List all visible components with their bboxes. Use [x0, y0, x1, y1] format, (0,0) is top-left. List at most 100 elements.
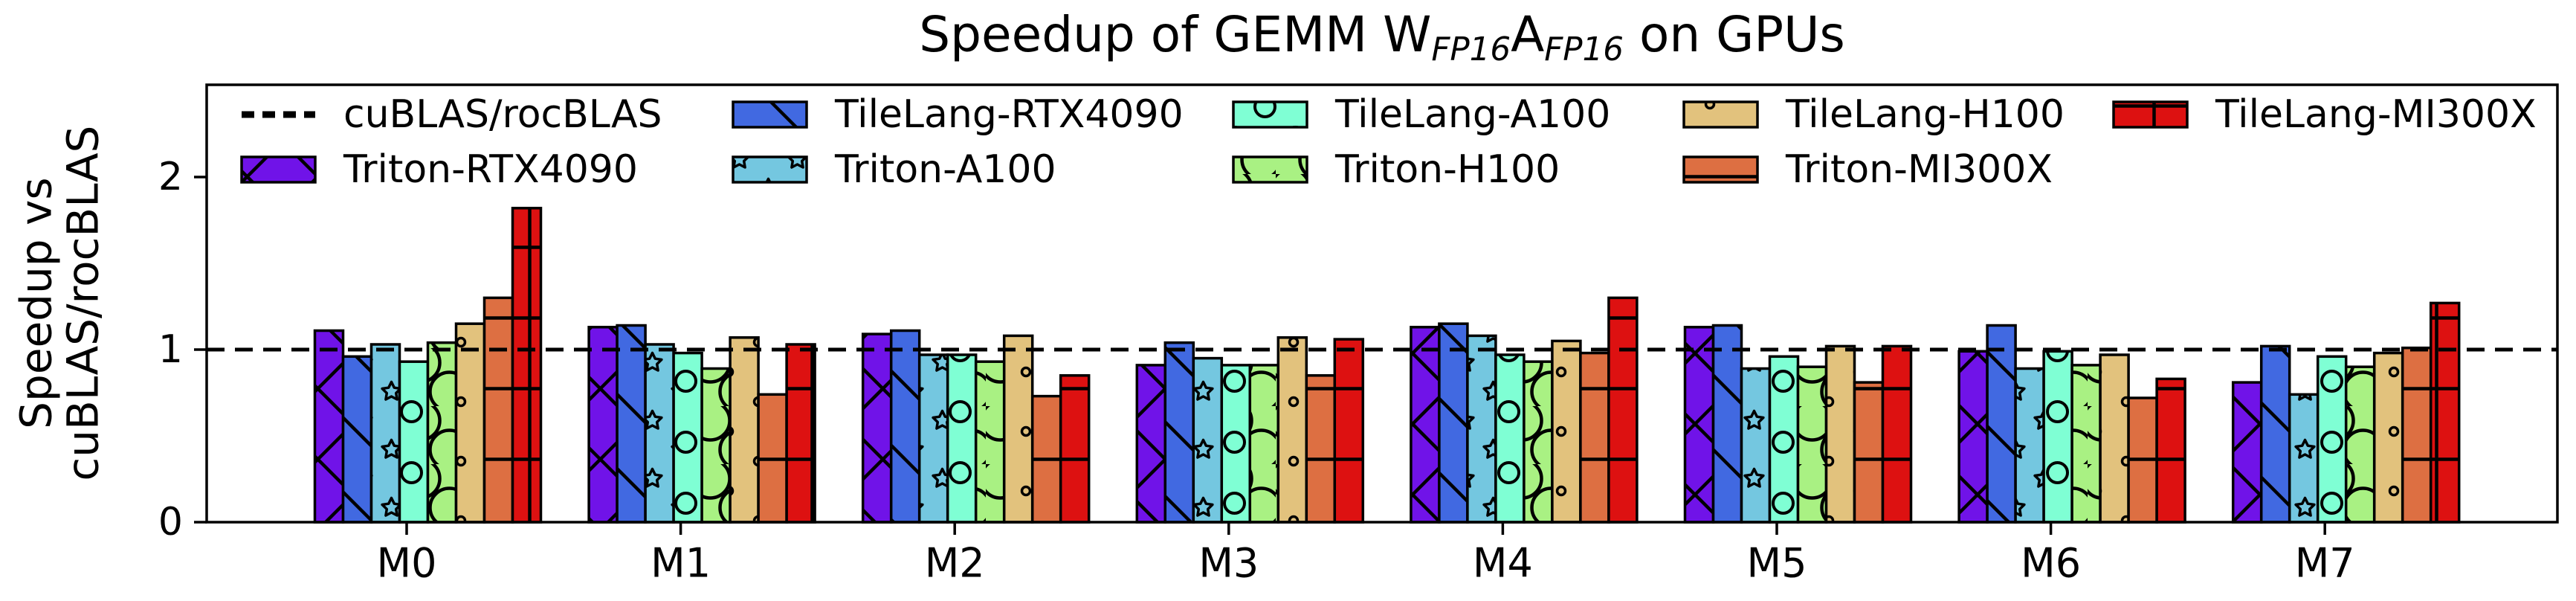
legend-label-Triton-MI300X: Triton-MI300X — [1785, 147, 2053, 192]
title-text: Speedup of GEMM W — [919, 6, 1432, 63]
title-subscript: FP16 — [1544, 31, 1624, 69]
bar-M5-TileLang-MI300X — [1881, 344, 1913, 524]
bar-M3-TileLang-MI300X — [1333, 338, 1365, 524]
legend-item-Triton-RTX4090: Triton-RTX4090 — [240, 147, 638, 192]
bar-M4-TileLang-MI300X — [1607, 296, 1639, 524]
bar-M5-TileLang-H100 — [1824, 344, 1856, 524]
y-axis-label: Speedup vs cuBLAS/rocBLAS — [10, 126, 108, 481]
x-tick-label-M6: M6 — [2021, 540, 2081, 587]
bar-M4-TileLang-A100 — [1494, 353, 1526, 524]
legend-swatch-Triton-H100 — [1232, 155, 1308, 184]
bar-M4-TileLang-RTX4090 — [1438, 322, 1469, 524]
bar-M0-Triton-MI300X — [482, 296, 514, 524]
legend-label-Triton-A100: Triton-A100 — [834, 147, 1056, 192]
bar-M7-TileLang-A100 — [2316, 355, 2348, 524]
bar-M2-Triton-H100 — [974, 360, 1006, 524]
x-axis: M0 M1 M2 M3 M4 M5 M6 M7 — [377, 522, 2355, 587]
legend-swatch-Triton-A100 — [732, 155, 808, 184]
bar-M7-Triton-RTX4090 — [2231, 381, 2263, 524]
bar-M7-TileLang-H100 — [2372, 351, 2404, 524]
bar-M5-Triton-MI300X — [1853, 381, 1885, 524]
bar-M2-TileLang-A100 — [946, 353, 978, 524]
bar-M0-TileLang-H100 — [454, 322, 486, 524]
bar-M4-Triton-A100 — [1466, 334, 1497, 524]
bar-M2-Triton-RTX4090 — [861, 332, 893, 524]
legend-label-TileLang-A100: TileLang-A100 — [1334, 92, 1610, 137]
bar-M6-TileLang-MI300X — [2155, 377, 2186, 524]
bar-M2-TileLang-RTX4090 — [889, 329, 921, 524]
bar-M6-Triton-MI300X — [2127, 396, 2158, 524]
bar-M7-Triton-MI300X — [2401, 346, 2433, 524]
bar-M1-TileLang-MI300X — [785, 343, 816, 524]
legend-label-Triton-RTX4090: Triton-RTX4090 — [343, 147, 638, 192]
bar-M6-Triton-H100 — [2070, 364, 2102, 524]
bar-M2-Triton-A100 — [917, 353, 949, 524]
plot-frame — [205, 83, 2559, 524]
bar-M2-TileLang-MI300X — [1059, 374, 1091, 524]
bar-M3-Triton-A100 — [1192, 356, 1224, 524]
bar-M3-Triton-H100 — [1248, 364, 1280, 524]
legend-item-TileLang-H100: TileLang-H100 — [1682, 92, 2065, 137]
bars-group — [313, 207, 2461, 524]
legend-swatch-Triton-MI300X — [1682, 155, 1759, 184]
legend-item-Triton-H100: Triton-H100 — [1232, 147, 1560, 192]
legend-item-TileLang-MI300X: TileLang-MI300X — [2112, 92, 2537, 137]
legend-label-TileLang-RTX4090: TileLang-RTX4090 — [834, 92, 1184, 137]
bar-M5-Triton-RTX4090 — [1683, 326, 1715, 524]
x-tick-label-M3: M3 — [1198, 540, 1259, 587]
y-axis-label-line-2: cuBLAS/rocBLAS — [57, 126, 108, 481]
y-tick-label-2: 2 — [158, 155, 183, 199]
legend-label-TileLang-MI300X: TileLang-MI300X — [2215, 92, 2537, 137]
legend-label-TileLang-H100: TileLang-H100 — [1785, 92, 2065, 137]
bar-M4-Triton-H100 — [1523, 360, 1554, 524]
bar-M4-TileLang-H100 — [1551, 339, 1582, 524]
bar-M7-TileLang-RTX4090 — [2259, 344, 2291, 524]
bar-M3-Triton-MI300X — [1305, 374, 1337, 524]
legend-swatch-Triton-RTX4090 — [240, 155, 317, 184]
legend-item-Triton-A100: Triton-A100 — [732, 147, 1056, 192]
legend-swatch-TileLang-A100 — [1232, 100, 1308, 129]
bar-M4-Triton-MI300X — [1579, 351, 1610, 524]
bar-M0-Triton-H100 — [426, 341, 458, 524]
y-axis-label-line-1: Speedup vs — [10, 177, 62, 430]
bar-M0-TileLang-MI300X — [511, 207, 543, 524]
x-tick-label-M4: M4 — [1473, 540, 1533, 587]
bar-M7-Triton-A100 — [2288, 393, 2320, 524]
bar-M0-TileLang-A100 — [398, 360, 430, 524]
legend-item-TileLang-A100: TileLang-A100 — [1232, 92, 1610, 137]
legend-item-cuBLAS/rocBLAS: cuBLAS/rocBLAS — [242, 92, 662, 137]
bar-M6-TileLang-RTX4090 — [1986, 324, 2017, 524]
y-axis-label-wrap: Speedup vs cuBLAS/rocBLAS — [0, 85, 119, 522]
bar-M6-Triton-A100 — [2014, 367, 2045, 524]
bar-M2-Triton-MI300X — [1030, 394, 1062, 524]
x-tick-label-M0: M0 — [377, 540, 437, 587]
title-subscript: FP16 — [1431, 31, 1511, 69]
legend-swatch-TileLang-H100 — [1682, 100, 1759, 129]
bar-M3-TileLang-H100 — [1276, 336, 1308, 524]
title-text: A — [1511, 6, 1545, 63]
bar-M1-TileLang-A100 — [672, 351, 703, 524]
bar-M5-TileLang-RTX4090 — [1711, 324, 1743, 524]
bar-M1-Triton-H100 — [700, 367, 732, 524]
bar-M3-Triton-RTX4090 — [1135, 364, 1167, 524]
x-tick-label-M5: M5 — [1747, 540, 1807, 587]
legend-label-Triton-H100: Triton-H100 — [1334, 147, 1560, 192]
chart-title: Speedup of GEMM WFP16AFP16 on GPUs — [207, 9, 2557, 68]
x-tick-label-M1: M1 — [651, 540, 711, 587]
bar-M4-Triton-RTX4090 — [1410, 326, 1441, 524]
bar-M5-Triton-A100 — [1740, 367, 1772, 524]
legend-label-cuBLAS/rocBLAS: cuBLAS/rocBLAS — [343, 92, 662, 137]
legend-item-Triton-MI300X: Triton-MI300X — [1682, 147, 2053, 192]
bar-M6-Triton-RTX4090 — [1957, 350, 1989, 524]
x-tick-label-M7: M7 — [2295, 540, 2355, 587]
legend-swatch-TileLang-RTX4090 — [732, 100, 808, 129]
bar-M5-Triton-H100 — [1796, 365, 1828, 524]
bar-M1-TileLang-H100 — [729, 336, 760, 524]
bar-M7-Triton-H100 — [2344, 365, 2376, 524]
bar-M1-TileLang-RTX4090 — [616, 324, 647, 524]
bar-M2-TileLang-H100 — [1002, 334, 1034, 524]
bar-M0-TileLang-RTX4090 — [341, 355, 373, 524]
bar-M1-Triton-RTX4090 — [587, 326, 619, 524]
